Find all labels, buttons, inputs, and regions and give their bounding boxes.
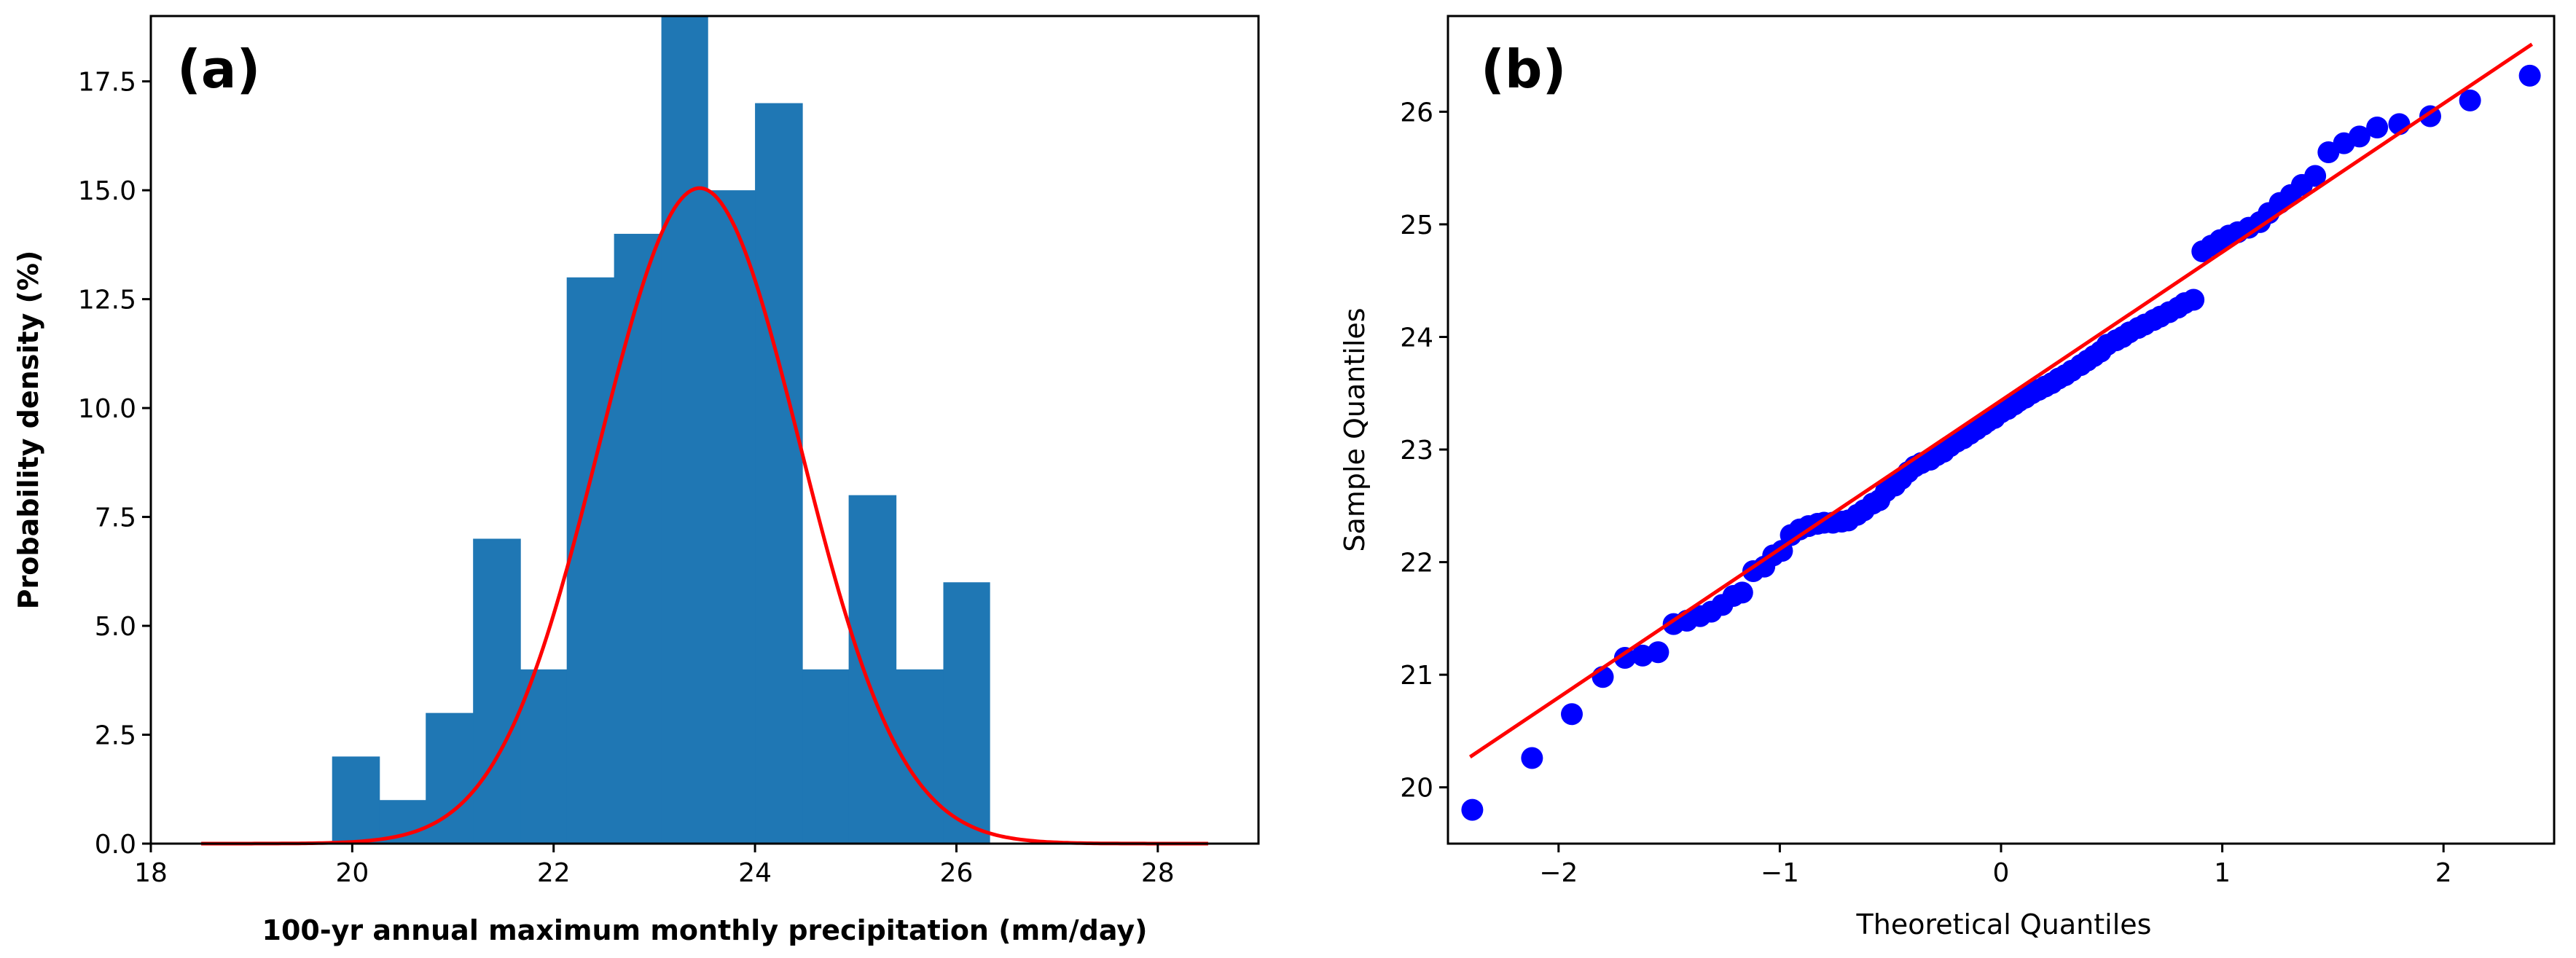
y-tick-label: 23 (1400, 436, 1433, 466)
qq-point (1561, 703, 1583, 726)
y-tick-label: 26 (1400, 98, 1433, 127)
histogram-y-axis-label: Probability density (%) (12, 251, 44, 610)
y-tick-label: 7.5 (95, 503, 136, 533)
histogram-axes-frame (149, 15, 1260, 845)
histogram-bar (614, 233, 662, 844)
histogram-bar (708, 190, 756, 844)
x-tick-label: −2 (1539, 858, 1578, 888)
qq-panel: −2 −1 0 1 2 20 21 22 23 24 25 26 (b) Theoretical Q… (1339, 15, 2556, 941)
histogram-bar (848, 495, 897, 844)
y-tick-label: 10.0 (78, 394, 136, 424)
qq-plot-area (1461, 42, 2541, 821)
y-tick-label: 0.0 (95, 830, 136, 860)
histogram-plot-area (201, 16, 1208, 846)
x-tick-label: 2 (2435, 858, 2452, 888)
y-tick-label: 20 (1400, 774, 1433, 804)
histogram-bar (332, 756, 380, 844)
qq-point (1731, 581, 1753, 604)
histogram-bar (755, 103, 803, 844)
normal-fit-curve (201, 186, 1208, 846)
histogram-y-ticks: 0.0 2.5 5.0 7.5 10.0 12.5 15.0 17.5 (78, 68, 151, 860)
histogram-panel-label: (a) (177, 39, 260, 100)
x-tick-label: 28 (1141, 858, 1175, 888)
y-tick-label: 12.5 (78, 286, 136, 315)
qq-reference-line (1468, 42, 2534, 759)
qq-point (2518, 64, 2541, 87)
y-tick-label: 2.5 (95, 721, 136, 751)
qq-point (2304, 165, 2327, 187)
x-tick-label: 24 (738, 858, 772, 888)
y-tick-label: 15.0 (78, 176, 136, 206)
qq-point (1461, 798, 1484, 821)
y-tick-label: 22 (1400, 549, 1433, 578)
qq-point (1613, 646, 1636, 669)
y-tick-label: 24 (1400, 323, 1433, 353)
histogram-panel: 18 20 22 24 26 28 0.0 2.5 5.0 7.5 10.0 12.5 15.0 17.… (12, 15, 1260, 946)
qq-y-axis-label: Sample Quantiles (1339, 307, 1371, 551)
x-tick-label: 20 (335, 858, 369, 888)
x-tick-label: 1 (2214, 858, 2231, 888)
qq-point (2182, 288, 2205, 311)
y-tick-label: 17.5 (78, 68, 136, 98)
x-tick-label: 22 (537, 858, 571, 888)
qq-point (2459, 89, 2481, 111)
y-tick-label: 5.0 (95, 612, 136, 642)
qq-panel-label: (b) (1481, 39, 1566, 100)
qq-point (1521, 747, 1543, 769)
x-tick-label: 18 (134, 858, 168, 888)
histogram-x-axis-label: 100-yr annual maximum monthly precipitat… (262, 914, 1148, 946)
histogram-bar (943, 582, 990, 844)
y-tick-label: 21 (1400, 661, 1433, 691)
qq-point (2366, 117, 2389, 139)
x-tick-label: 26 (940, 858, 974, 888)
qq-x-ticks: −2 −1 0 1 2 (1539, 844, 2452, 888)
histogram-x-ticks: 18 20 22 24 26 28 (134, 844, 1175, 888)
histogram-bar (520, 669, 568, 844)
histogram-bar (566, 277, 615, 844)
histogram-bar (661, 16, 708, 844)
x-tick-label: −1 (1761, 858, 1799, 888)
qq-point (1647, 641, 1669, 664)
x-tick-label: 0 (1993, 858, 2010, 888)
qq-point (2348, 125, 2371, 148)
histogram-bar (802, 669, 850, 844)
histogram-bar (473, 538, 521, 844)
qq-x-axis-label: Theoretical Quantiles (1856, 908, 2152, 941)
qq-y-ticks: 20 21 22 23 24 25 26 (1400, 98, 1448, 804)
y-tick-label: 25 (1400, 211, 1433, 240)
